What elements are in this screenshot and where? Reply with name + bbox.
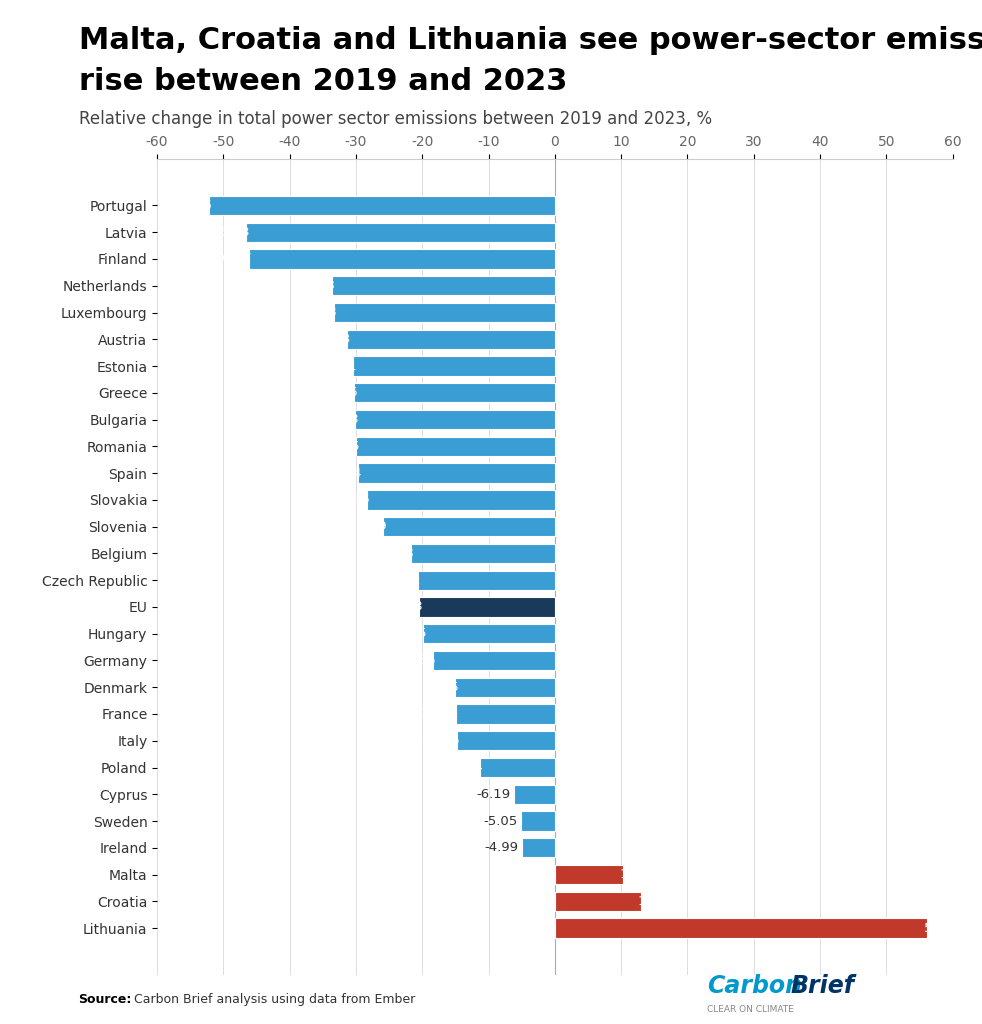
Text: -6.19: -6.19 (476, 787, 511, 801)
Text: -29.64: -29.64 (319, 467, 361, 479)
Text: Source:: Source: (79, 992, 132, 1006)
Bar (457, 731, 555, 751)
Bar (456, 705, 555, 724)
Bar (332, 276, 555, 295)
Bar (521, 811, 555, 830)
Text: -28.36: -28.36 (328, 494, 370, 507)
Text: -33.33: -33.33 (295, 306, 337, 319)
Text: -52.16: -52.16 (170, 199, 212, 212)
Text: Carbon Brief analysis using data from Ember: Carbon Brief analysis using data from Em… (130, 992, 414, 1006)
Text: -29.95: -29.95 (317, 440, 359, 453)
Bar (410, 544, 555, 563)
Text: -14.92: -14.92 (416, 708, 460, 721)
Text: -25.89: -25.89 (344, 520, 387, 534)
Bar (418, 570, 555, 590)
Bar (521, 839, 555, 857)
Bar (356, 436, 555, 456)
Bar (555, 919, 927, 938)
Text: -20.62: -20.62 (379, 573, 421, 587)
Text: -18.35: -18.35 (394, 654, 437, 667)
Bar (358, 464, 555, 482)
Text: -30.26: -30.26 (315, 386, 357, 399)
Text: -4.99: -4.99 (484, 842, 518, 854)
Bar (383, 517, 555, 537)
Bar (355, 410, 555, 429)
Text: -11.34: -11.34 (440, 761, 483, 774)
Bar (555, 865, 623, 884)
Text: 13.03: 13.03 (638, 895, 676, 908)
Bar (456, 678, 555, 697)
Bar (355, 383, 555, 402)
Text: -5.05: -5.05 (484, 814, 518, 827)
Text: rise between 2019 and 2023: rise between 2019 and 2023 (79, 67, 567, 95)
Text: 56.14: 56.14 (924, 922, 961, 935)
Bar (334, 303, 555, 323)
Text: -46.53: -46.53 (207, 225, 249, 239)
Bar (354, 356, 555, 376)
Text: Malta, Croatia and Lithuania see power-sector emissions: Malta, Croatia and Lithuania see power-s… (79, 26, 982, 54)
Bar (479, 758, 555, 777)
Bar (555, 892, 641, 911)
Bar (433, 651, 555, 670)
Text: CLEAR ON CLIMATE: CLEAR ON CLIMATE (707, 1005, 793, 1014)
Text: -30.41: -30.41 (314, 359, 356, 373)
Text: -15: -15 (437, 681, 459, 693)
Bar (348, 330, 555, 349)
Bar (419, 597, 555, 616)
Text: Brief: Brief (791, 975, 854, 998)
Text: 10.28: 10.28 (620, 868, 658, 881)
Text: -20.48: -20.48 (380, 600, 422, 613)
Text: -31.3: -31.3 (316, 333, 351, 346)
Bar (423, 624, 555, 643)
Text: Carbon: Carbon (707, 975, 802, 998)
Bar (246, 222, 555, 242)
Text: -19.85: -19.85 (384, 627, 426, 640)
Bar (514, 784, 555, 804)
Text: -30.08: -30.08 (316, 413, 358, 426)
Text: -33.58: -33.58 (293, 280, 336, 292)
Text: -21.73: -21.73 (371, 547, 414, 560)
Bar (248, 250, 555, 268)
Bar (367, 490, 555, 510)
Text: -46.17: -46.17 (209, 253, 252, 265)
Bar (209, 196, 555, 215)
Text: Relative change in total power sector emissions between 2019 and 2023, %: Relative change in total power sector em… (79, 110, 712, 128)
Text: -14.75: -14.75 (417, 734, 461, 748)
